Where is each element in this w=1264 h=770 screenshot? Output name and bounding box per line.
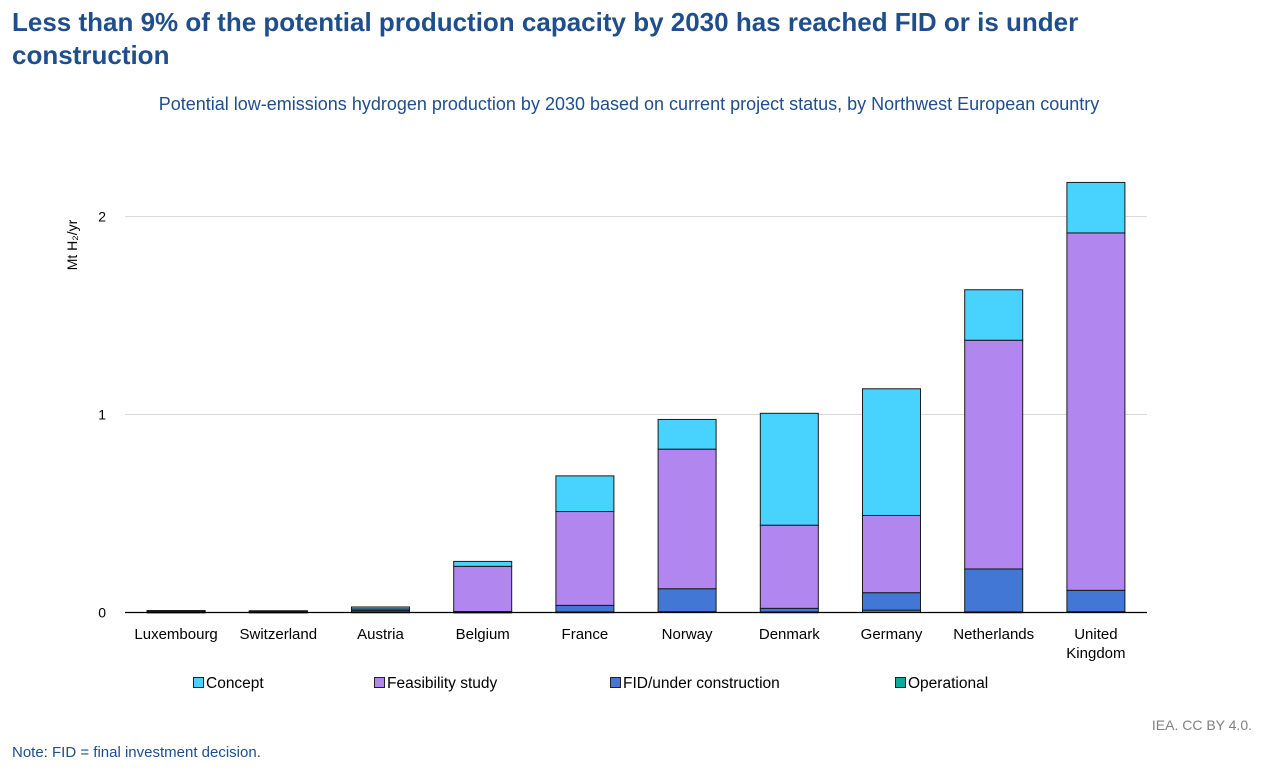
- footnote: Note: FID = final investment decision.: [12, 744, 261, 761]
- legend-swatch-operational: [895, 677, 906, 688]
- legend-label-feasibility-study: Feasibility study: [387, 675, 498, 692]
- chart-title: Less than 9% of the potential production…: [12, 7, 1079, 70]
- bar-segment-feasibility-study-france: [555, 511, 615, 606]
- x-tick-label: Norway: [662, 626, 713, 643]
- legend-item-concept: Concept: [193, 675, 264, 693]
- bar-segment-concept-luxembourg: [146, 610, 206, 612]
- legend-label-operational: Operational: [908, 675, 989, 692]
- legend-item-fid-under-construction: FID/under construction: [610, 675, 780, 693]
- bar-segment-fid-under-construction-denmark: [759, 607, 819, 613]
- bar-segment-concept-france: [555, 475, 615, 513]
- bar-segment-feasibility-study-germany: [862, 514, 921, 594]
- legend-swatch-concept: [193, 677, 204, 688]
- bar-segment-feasibility-study-norway: [657, 448, 717, 590]
- bar-segment-feasibility-study-netherlands: [964, 339, 1024, 570]
- bar-segment-feasibility-study-belgium: [453, 565, 513, 613]
- x-tick-label: Austria: [357, 626, 404, 643]
- chart-subtitle: Potential low-emissions hydrogen product…: [158, 94, 1100, 114]
- bar-segment-feasibility-study-united-kingdom: [1066, 232, 1126, 591]
- bar-segment-concept-austria: [351, 606, 410, 610]
- bar-segment-fid-under-construction-united-kingdom: [1066, 589, 1126, 613]
- bars: [146, 181, 1126, 614]
- x-tick-label: Germany: [861, 626, 923, 643]
- bar-segment-concept-germany: [862, 388, 921, 516]
- bar-segment-fid-under-construction-netherlands: [964, 568, 1024, 613]
- bar-segment-concept-united-kingdom: [1066, 181, 1126, 234]
- x-tick-label: Luxembourg: [134, 626, 217, 643]
- legend-item-operational: Operational: [895, 675, 988, 693]
- legend-label-fid-under-construction: FID/under construction: [623, 675, 780, 692]
- bar-segment-concept-belgium: [453, 560, 513, 567]
- legend-item-feasibility-study: Feasibility study: [374, 675, 497, 693]
- x-tick-label: United Kingdom: [1066, 626, 1125, 662]
- bar-segment-fid-under-construction-norway: [657, 588, 717, 613]
- bar-segment-concept-denmark: [759, 412, 819, 526]
- bar-segment-concept-norway: [657, 418, 717, 450]
- y-tick-label: 0: [98, 605, 106, 621]
- legend: Concept Feasibility study FID/under cons…: [0, 675, 1264, 695]
- x-tick-label: Denmark: [759, 626, 820, 643]
- legend-label-concept: Concept: [206, 675, 264, 692]
- y-axis-label: Mt H₂/yr: [64, 219, 80, 270]
- legend-swatch-fid-under-construction: [610, 677, 621, 688]
- y-tick-label: 2: [98, 209, 106, 225]
- source-credit: IEA. CC BY 4.0.: [1151, 717, 1252, 733]
- bar-segment-fid-under-construction-germany: [862, 592, 921, 611]
- x-tick-label: Netherlands: [953, 626, 1034, 643]
- x-tick-label: Belgium: [456, 626, 510, 643]
- x-tick-label: Switzerland: [240, 626, 318, 643]
- bar-segment-concept-switzerland: [248, 610, 308, 613]
- y-tick-label: 1: [98, 407, 106, 423]
- bar-segment-feasibility-study-denmark: [759, 524, 819, 609]
- bar-segment-concept-netherlands: [964, 289, 1024, 341]
- legend-swatch-feasibility-study: [374, 677, 385, 688]
- bar-segment-fid-under-construction-france: [555, 604, 615, 613]
- x-tick-label: France: [562, 626, 609, 643]
- axes: 0 1 2 Luxembourg Switzerland Austria Belgium Fr…: [98, 209, 1147, 662]
